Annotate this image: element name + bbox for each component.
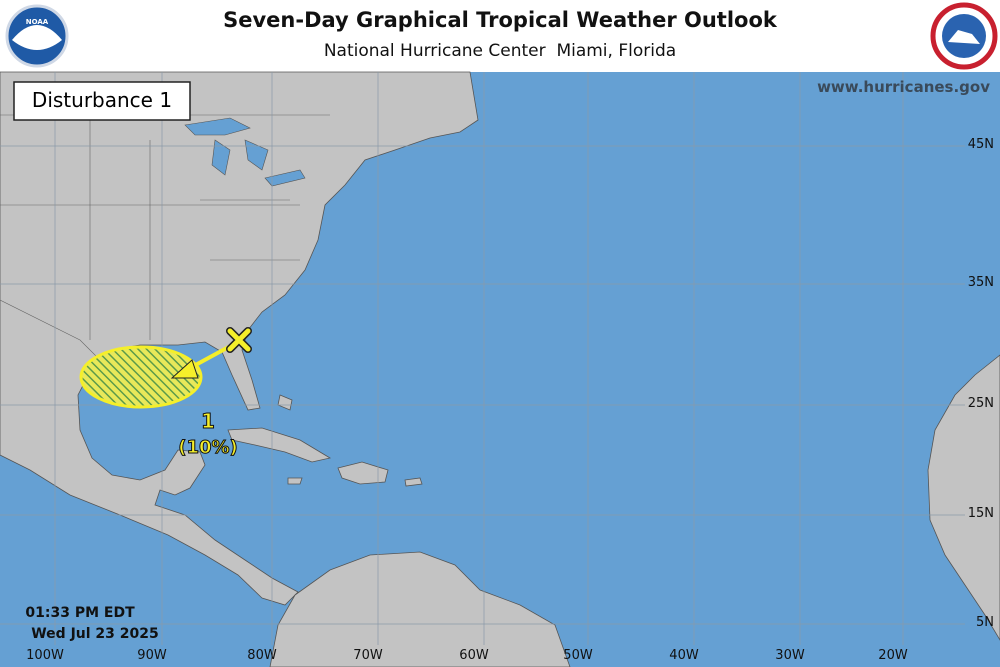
arrow-head xyxy=(170,359,199,379)
header-band xyxy=(0,0,1000,72)
disturbance-x xyxy=(226,327,252,353)
nws-logo xyxy=(930,2,998,70)
latitude-label: 45N xyxy=(968,137,994,152)
panel-label-box xyxy=(13,81,191,121)
longitude-label: 70W xyxy=(353,648,383,663)
website: www.hurricanes.gov xyxy=(817,78,990,96)
longitude-label: 90W xyxy=(137,648,167,663)
longitude-label: 60W xyxy=(459,648,489,663)
longitude-label: 100W xyxy=(26,648,64,663)
longitude-label: 80W xyxy=(247,648,277,663)
subtitle: National Hurricane Center Miami, Florida xyxy=(324,41,676,61)
latitude-label: 35N xyxy=(968,275,994,290)
longitude-label: 50W xyxy=(563,648,593,663)
noaa-logo: NOAA xyxy=(5,4,69,68)
disturbance-number: 1 xyxy=(201,409,215,433)
time: 01:33 PM EDT xyxy=(25,605,135,621)
outlook-area xyxy=(79,345,203,409)
longitude-label: 20W xyxy=(878,648,908,663)
date: Wed Jul 23 2025 xyxy=(31,626,159,642)
longitude-label: 40W xyxy=(669,648,699,663)
panel-label: Disturbance 1 xyxy=(32,88,172,112)
title: Seven-Day Graphical Tropical Weather Out… xyxy=(223,8,778,32)
latitude-label: 25N xyxy=(968,396,994,411)
latitude-label: 5N xyxy=(976,615,994,630)
svg-text:NOAA: NOAA xyxy=(26,18,49,26)
latitude-label: 15N xyxy=(968,506,994,521)
longitude-label: 30W xyxy=(775,648,805,663)
lakes xyxy=(184,117,306,187)
formation-chance: (10%) xyxy=(178,437,238,458)
disturbance-1: 1 (10%) xyxy=(79,327,252,459)
